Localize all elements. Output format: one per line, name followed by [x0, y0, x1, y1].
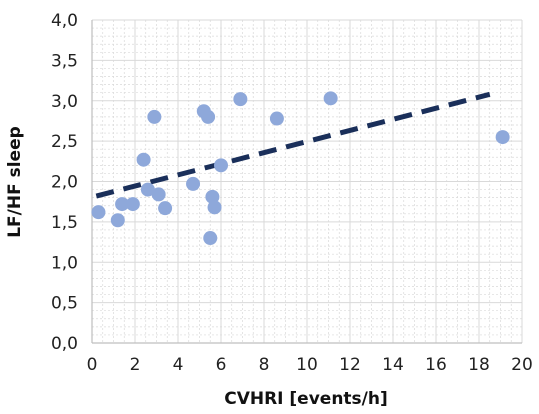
x-tick-label: 8 — [259, 355, 270, 375]
data-point — [158, 201, 173, 216]
data-point — [91, 205, 106, 220]
x-tick-labels: 0 2 4 6 8 10 12 14 16 18 20 — [87, 355, 533, 375]
x-tick-label: 12 — [339, 355, 361, 375]
y-tick-label: 1,5 — [51, 213, 78, 233]
y-tick-labels: 0,0 0,5 1,0 1,5 2,0 2,5 3,0 3,5 4,0 — [51, 11, 78, 354]
x-tick-label: 14 — [382, 355, 404, 375]
data-point — [136, 152, 151, 167]
y-tick-label: 3,5 — [51, 51, 78, 71]
data-point — [269, 111, 284, 126]
data-point — [233, 92, 248, 107]
data-point — [140, 182, 155, 197]
trendline-group — [95, 91, 491, 199]
data-point — [151, 187, 166, 202]
data-point — [125, 197, 140, 212]
data-point — [214, 158, 228, 173]
y-tick-label: 2,5 — [51, 132, 78, 152]
grid — [91, 19, 523, 344]
data-point — [201, 109, 216, 124]
trendline — [95, 91, 491, 199]
data-point — [186, 176, 201, 191]
y-tick-label: 1,0 — [51, 253, 78, 273]
x-axis-title: CVHRI [events/h] — [224, 389, 388, 409]
y-tick-label: 0,0 — [51, 334, 78, 354]
y-tick-label: 3,0 — [51, 92, 78, 112]
data-point — [110, 213, 125, 228]
data-point — [205, 189, 220, 204]
x-tick-label: 2 — [130, 355, 141, 375]
x-tick-label: 4 — [173, 355, 184, 375]
data-point — [147, 109, 162, 124]
x-tick-label: 6 — [216, 355, 227, 375]
x-tick-label: 0 — [87, 355, 98, 375]
data-point — [203, 231, 218, 246]
data-point — [115, 197, 130, 212]
axes — [91, 20, 522, 344]
y-tick-label: 4,0 — [51, 11, 78, 31]
data-points — [91, 91, 510, 246]
x-tick-label: 16 — [425, 355, 447, 375]
x-tick-label: 18 — [468, 355, 490, 375]
y-tick-label: 2,0 — [51, 173, 78, 193]
data-point — [323, 91, 338, 106]
data-point — [207, 200, 222, 215]
x-tick-label: 10 — [296, 355, 318, 375]
y-axis-title: LF/HF sleep — [5, 126, 25, 238]
x-tick-label: 20 — [511, 355, 533, 375]
y-tick-label: 0,5 — [51, 294, 78, 314]
data-point — [495, 130, 510, 145]
